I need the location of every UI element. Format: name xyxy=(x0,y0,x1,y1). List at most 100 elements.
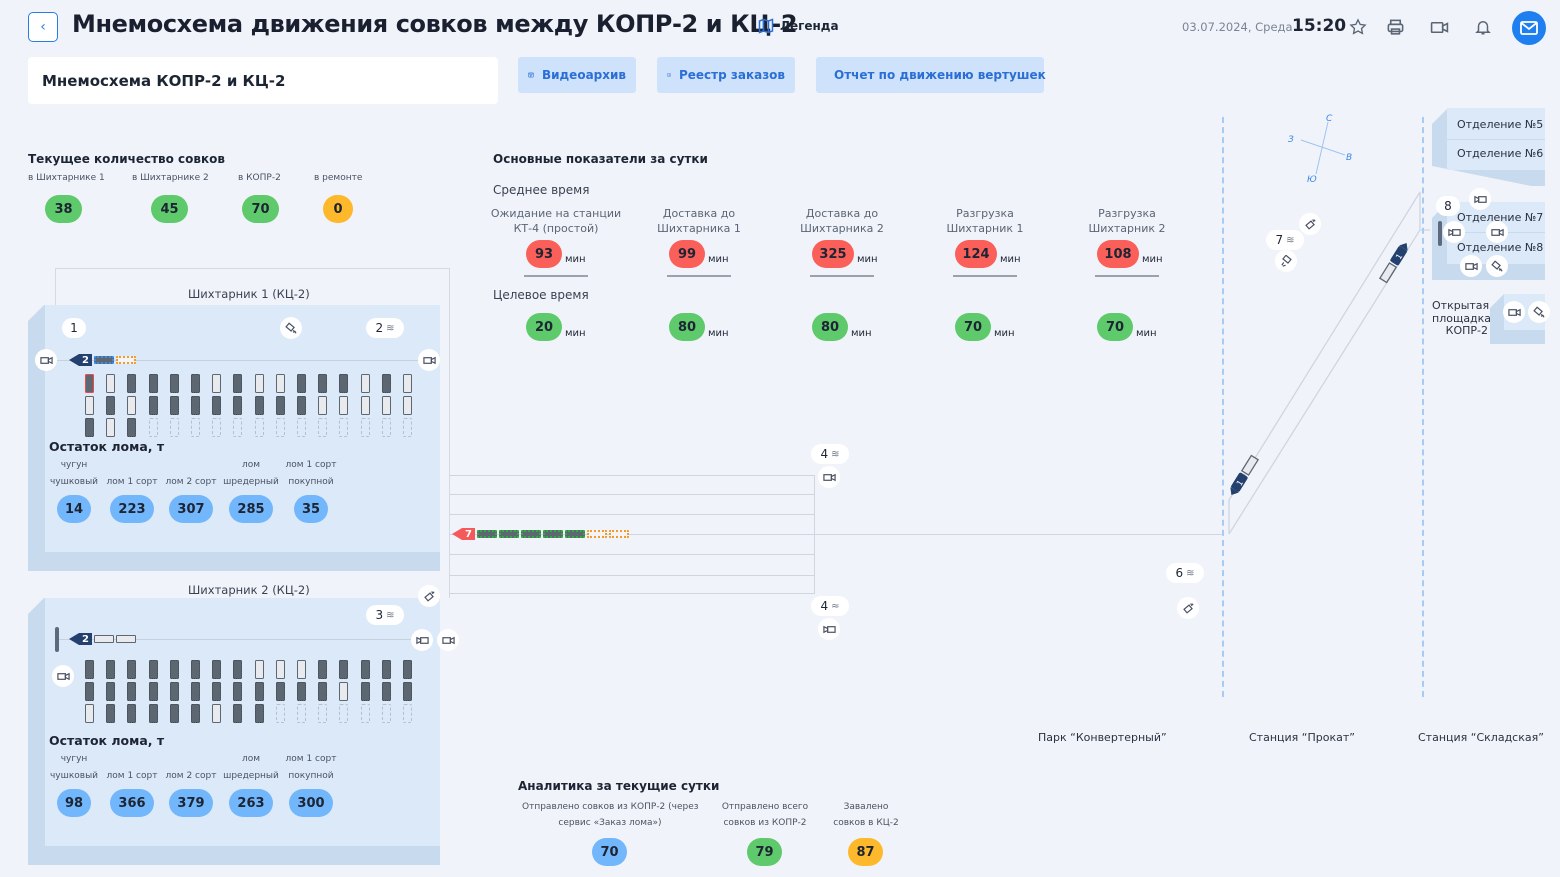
wagon[interactable] xyxy=(191,374,200,393)
wagon[interactable] xyxy=(233,660,243,679)
wagon[interactable] xyxy=(254,682,264,701)
position-badge[interactable]: 8 xyxy=(1436,196,1460,216)
wagon[interactable] xyxy=(275,660,285,679)
scale-badge[interactable]: 3 ≋ xyxy=(366,605,404,625)
camera-button[interactable] xyxy=(818,466,840,488)
wagon[interactable] xyxy=(381,374,391,393)
wagon[interactable] xyxy=(127,682,137,701)
wagon[interactable] xyxy=(275,396,285,415)
wagon[interactable] xyxy=(148,396,158,415)
fixed-camera-button[interactable] xyxy=(1469,188,1491,210)
camera-button[interactable] xyxy=(1460,255,1482,277)
wagon[interactable] xyxy=(127,374,137,393)
wagon[interactable] xyxy=(233,682,243,701)
scale-badge[interactable]: 6 ≋ xyxy=(1166,563,1204,583)
wagon[interactable] xyxy=(275,682,285,701)
wagon[interactable] xyxy=(148,660,158,679)
wagon[interactable] xyxy=(233,396,243,415)
wagon[interactable] xyxy=(339,374,349,393)
wagon[interactable] xyxy=(127,704,137,723)
wagon[interactable] xyxy=(148,704,158,723)
wireless-badge[interactable]: 4 ≈ xyxy=(811,596,849,616)
favorite-button[interactable] xyxy=(1347,16,1369,38)
wagon[interactable] xyxy=(297,660,306,679)
scale-badge[interactable]: 4 ≋ xyxy=(811,444,849,464)
wagon[interactable] xyxy=(85,396,94,415)
scale-badge[interactable]: 7 ≋ xyxy=(1266,230,1304,250)
wagon[interactable] xyxy=(297,682,306,701)
wagon[interactable] xyxy=(106,660,116,679)
wagon[interactable] xyxy=(191,704,200,723)
wagon[interactable] xyxy=(212,374,222,393)
camera-button[interactable] xyxy=(418,349,440,371)
wagon[interactable] xyxy=(318,396,328,415)
fixed-camera-button[interactable] xyxy=(411,629,433,651)
wagon[interactable] xyxy=(339,660,349,679)
camera-button[interactable] xyxy=(437,629,459,651)
wagon[interactable] xyxy=(275,374,285,393)
wagon[interactable] xyxy=(381,682,391,701)
wagon[interactable] xyxy=(212,660,222,679)
wagon[interactable] xyxy=(403,682,412,701)
wagon[interactable] xyxy=(403,396,412,415)
locomotive[interactable]: 2 xyxy=(69,354,136,366)
wagon[interactable] xyxy=(85,704,94,723)
mail-button[interactable] xyxy=(1512,11,1546,45)
wagon[interactable] xyxy=(318,660,328,679)
wagon[interactable] xyxy=(212,396,222,415)
wagon[interactable] xyxy=(169,682,179,701)
wagon[interactable] xyxy=(254,660,264,679)
wagon[interactable] xyxy=(360,682,370,701)
wagon[interactable] xyxy=(85,682,94,701)
wagon[interactable] xyxy=(148,374,158,393)
scale-badge[interactable]: 2 ≋ xyxy=(366,318,404,338)
wagon[interactable] xyxy=(106,374,116,393)
rotating-camera-button[interactable] xyxy=(1299,213,1321,235)
wagon[interactable] xyxy=(85,374,94,393)
wagon[interactable] xyxy=(381,396,391,415)
wagon[interactable] xyxy=(233,374,243,393)
wagon[interactable] xyxy=(339,682,349,701)
wagon[interactable] xyxy=(403,660,412,679)
wagon[interactable] xyxy=(169,374,179,393)
locomotive[interactable]: 2 xyxy=(69,633,136,645)
wagon[interactable] xyxy=(106,704,116,723)
wagon[interactable] xyxy=(127,660,137,679)
wagon[interactable] xyxy=(212,682,222,701)
wagon[interactable] xyxy=(233,704,243,723)
camera-button[interactable] xyxy=(52,665,74,687)
back-button[interactable]: ‹ xyxy=(28,12,58,42)
fixed-camera-button[interactable] xyxy=(818,618,840,640)
fixed-camera-button[interactable] xyxy=(1443,221,1465,243)
wagon[interactable] xyxy=(318,374,328,393)
wagon[interactable] xyxy=(297,374,306,393)
rotating-camera-button[interactable] xyxy=(280,317,302,339)
wagon[interactable] xyxy=(360,374,370,393)
wagon[interactable] xyxy=(403,374,412,393)
wagon[interactable] xyxy=(85,660,94,679)
video-archive-button[interactable]: Видеоархив xyxy=(518,57,636,93)
wagon[interactable] xyxy=(106,682,116,701)
print-button[interactable] xyxy=(1384,16,1406,38)
rotating-camera-button[interactable] xyxy=(1177,597,1199,619)
wagon[interactable] xyxy=(318,682,328,701)
wagon[interactable] xyxy=(127,396,137,415)
wagon[interactable] xyxy=(191,660,200,679)
wagon[interactable] xyxy=(85,418,94,437)
wagon[interactable] xyxy=(169,396,179,415)
wagon[interactable] xyxy=(360,660,370,679)
position-badge[interactable]: 1 xyxy=(62,318,86,338)
camera-button[interactable] xyxy=(1486,221,1508,243)
locomotive[interactable]: 7 xyxy=(452,528,629,540)
scheme-select[interactable]: Мнемосхема КОПР-2 и КЦ-2 xyxy=(28,57,498,104)
rotating-camera-button[interactable] xyxy=(1528,301,1550,323)
camera-button[interactable] xyxy=(35,349,57,371)
wagon[interactable] xyxy=(360,396,370,415)
wagon[interactable] xyxy=(148,682,158,701)
wagon[interactable] xyxy=(297,396,306,415)
wagon[interactable] xyxy=(191,682,200,701)
wagon[interactable] xyxy=(212,704,222,723)
rotating-camera-button[interactable] xyxy=(1486,255,1508,277)
wagon[interactable] xyxy=(169,704,179,723)
wagon[interactable] xyxy=(106,396,116,415)
